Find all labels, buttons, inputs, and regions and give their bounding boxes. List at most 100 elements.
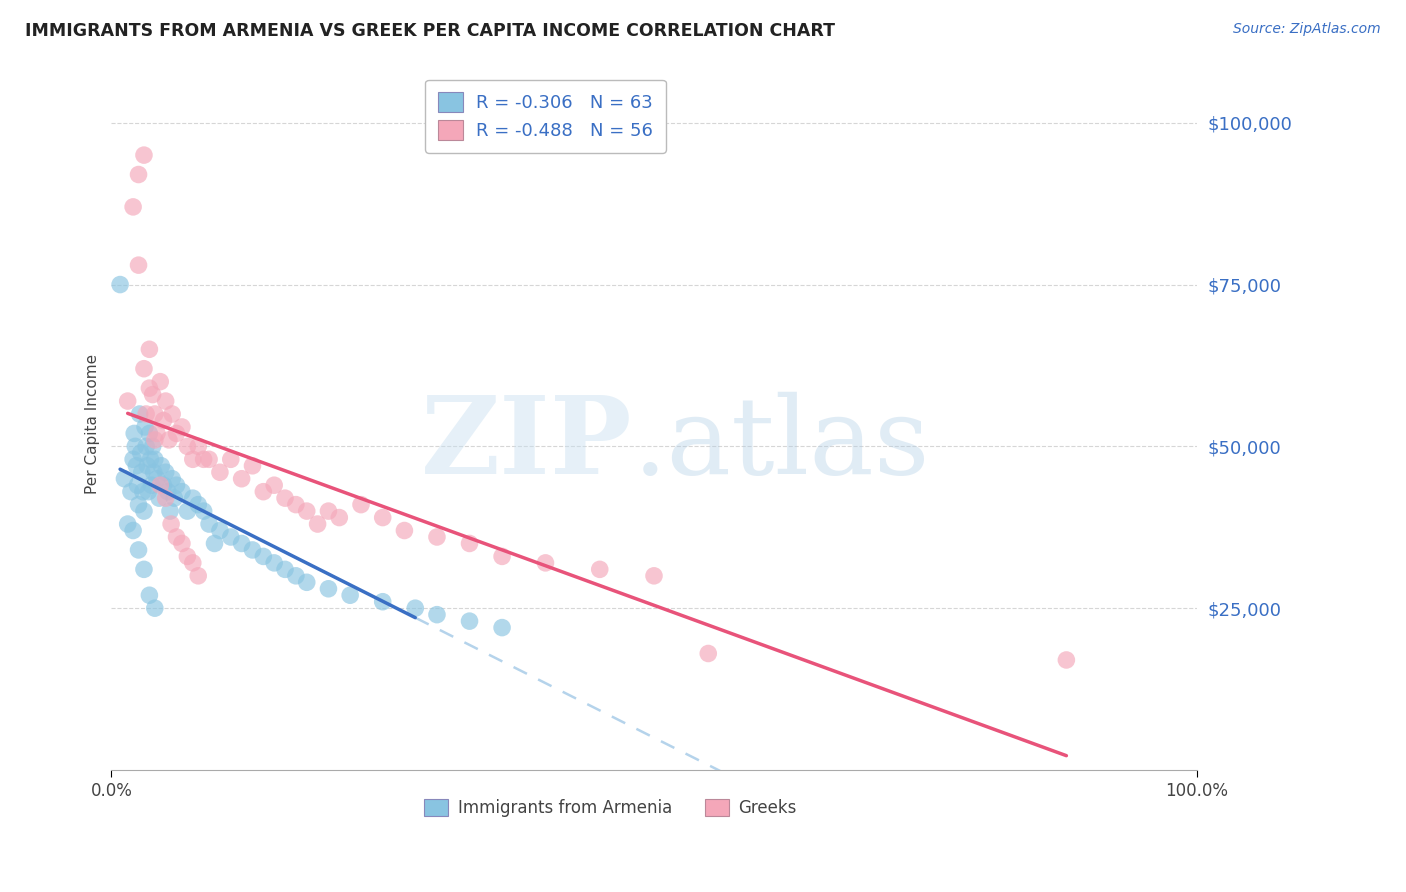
Point <box>132 361 155 376</box>
Point <box>371 595 394 609</box>
Text: ZIP: ZIP <box>420 392 633 498</box>
Point <box>135 407 157 421</box>
Point <box>252 549 274 564</box>
Point <box>139 452 162 467</box>
Text: Source: ZipAtlas.com: Source: ZipAtlas.com <box>1233 22 1381 37</box>
Point <box>122 524 145 538</box>
Point <box>141 478 163 492</box>
Point <box>231 536 253 550</box>
Point <box>122 426 145 441</box>
Point <box>129 446 152 460</box>
Point <box>491 549 513 564</box>
Point <box>136 484 159 499</box>
Point <box>263 556 285 570</box>
Point <box>252 484 274 499</box>
Point <box>181 452 204 467</box>
Point <box>152 478 174 492</box>
Point <box>160 516 183 531</box>
Point <box>458 536 481 550</box>
Y-axis label: Per Capita Income: Per Capita Income <box>86 353 100 494</box>
Point <box>242 543 264 558</box>
Point <box>155 394 177 409</box>
Point <box>204 536 226 550</box>
Point <box>160 472 183 486</box>
Point <box>458 614 481 628</box>
Point <box>124 439 146 453</box>
Point <box>122 200 145 214</box>
Point <box>170 420 193 434</box>
Point <box>208 465 231 479</box>
Point <box>155 465 177 479</box>
Point <box>697 647 720 661</box>
Point <box>181 491 204 505</box>
Point <box>127 478 149 492</box>
Point <box>136 458 159 473</box>
Point <box>135 439 157 453</box>
Point <box>181 556 204 570</box>
Point <box>176 439 198 453</box>
Point <box>132 562 155 576</box>
Point <box>166 426 188 441</box>
Point <box>1054 653 1077 667</box>
Point <box>176 549 198 564</box>
Point <box>589 562 612 576</box>
Point <box>328 510 350 524</box>
Point <box>242 458 264 473</box>
Point <box>125 458 148 473</box>
Point <box>128 407 150 421</box>
Point <box>187 439 209 453</box>
Point <box>148 491 170 505</box>
Point <box>394 524 416 538</box>
Point <box>138 343 160 357</box>
Point <box>193 452 215 467</box>
Point <box>426 530 449 544</box>
Point <box>274 491 297 505</box>
Point <box>187 498 209 512</box>
Point <box>263 478 285 492</box>
Point <box>117 516 139 531</box>
Point <box>284 569 307 583</box>
Point <box>131 465 153 479</box>
Point <box>108 277 131 292</box>
Point <box>187 569 209 583</box>
Legend: Immigrants from Armenia, Greeks: Immigrants from Armenia, Greeks <box>418 792 804 824</box>
Point <box>143 452 166 467</box>
Point <box>156 484 179 499</box>
Point <box>142 387 165 401</box>
Point <box>149 478 172 492</box>
Point <box>231 472 253 486</box>
Point <box>132 504 155 518</box>
Point <box>166 478 188 492</box>
Point <box>122 452 145 467</box>
Point <box>284 498 307 512</box>
Point <box>371 510 394 524</box>
Point <box>128 543 150 558</box>
Point <box>128 258 150 272</box>
Point <box>318 504 340 518</box>
Point <box>146 426 169 441</box>
Point <box>128 168 150 182</box>
Point <box>132 148 155 162</box>
Point <box>170 536 193 550</box>
Point <box>193 504 215 518</box>
Point <box>219 452 242 467</box>
Point <box>170 484 193 499</box>
Point <box>143 407 166 421</box>
Point <box>163 491 186 505</box>
Point <box>534 556 557 570</box>
Point <box>132 484 155 499</box>
Point <box>307 516 329 531</box>
Point <box>149 375 172 389</box>
Point <box>138 381 160 395</box>
Point <box>198 452 221 467</box>
Point <box>120 484 142 499</box>
Point <box>143 601 166 615</box>
Point <box>166 530 188 544</box>
Point <box>114 472 136 486</box>
Point <box>159 504 181 518</box>
Point <box>198 516 221 531</box>
Point <box>155 491 177 505</box>
Point <box>134 420 156 434</box>
Point <box>160 407 183 421</box>
Point <box>128 498 150 512</box>
